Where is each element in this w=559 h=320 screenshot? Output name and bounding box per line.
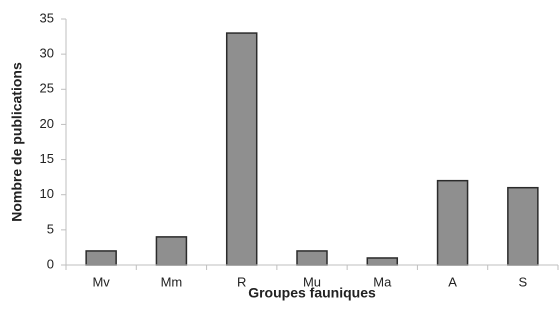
bar-mv (85, 250, 117, 266)
bar-r (225, 32, 258, 266)
bars (85, 32, 539, 266)
x-tick-label: S (519, 274, 528, 289)
x-tick-label: A (448, 274, 457, 289)
bar-ma (366, 257, 399, 266)
x-axis-ticks: Mv Mm R Mu Ma A S (65, 265, 559, 289)
x-tick-label: R (237, 274, 246, 289)
y-axis-title: Nombre de publications (9, 62, 25, 222)
y-tick-label: 30 (40, 46, 54, 61)
y-axis-ticks: 0 5 10 15 20 25 30 35 (40, 10, 66, 271)
y-tick-label: 15 (40, 151, 54, 166)
x-tick-label: Mv (92, 274, 110, 289)
bar-mu (296, 250, 328, 266)
x-tick-label: Mm (161, 274, 183, 289)
y-tick-label: 35 (40, 10, 54, 25)
x-tick-label: Mu (303, 274, 321, 289)
bar-a (436, 179, 469, 266)
bar-s (507, 186, 539, 266)
y-tick-label: 5 (47, 221, 54, 236)
y-tick-label: 25 (40, 81, 54, 96)
bar-mm (155, 236, 188, 266)
y-tick-label: 10 (40, 186, 54, 201)
x-tick-label: Ma (373, 274, 392, 289)
x-axis-title: Groupes fauniques (248, 285, 376, 301)
y-tick-label: 0 (47, 256, 54, 271)
y-tick-label: 20 (40, 116, 54, 131)
